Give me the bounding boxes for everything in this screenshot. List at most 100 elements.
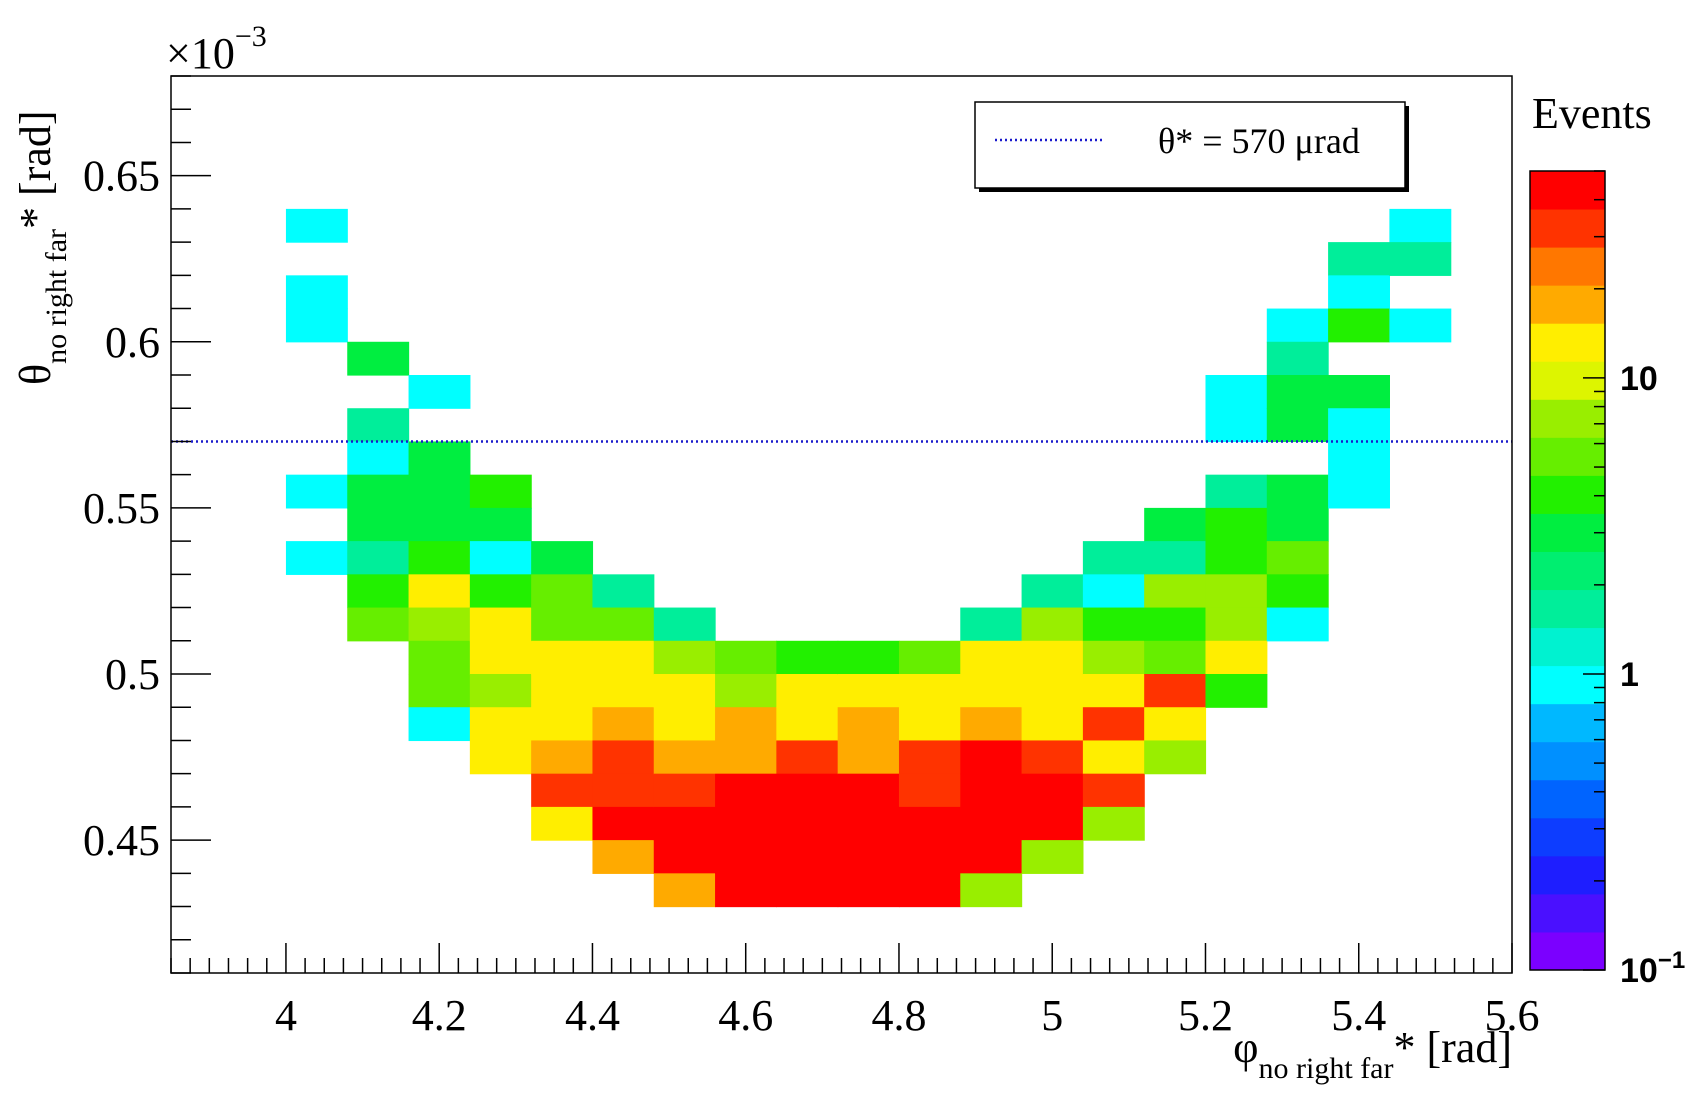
heatmap-cell	[776, 740, 839, 775]
x-axis: 4 4.2 4.4 4.6 4.8 5 5.2 5.4 5.6	[170, 943, 1540, 1040]
legend: θ* = 570 μrad	[974, 101, 1409, 192]
heatmap-cell	[1082, 541, 1145, 575]
heatmap-cell	[776, 806, 839, 841]
colorbar-segment	[1530, 437, 1605, 476]
y-tick-label: 0.45	[83, 816, 160, 865]
heatmap-cell	[960, 840, 1023, 874]
heatmap-cell	[1266, 474, 1329, 509]
heatmap-cell	[1205, 640, 1268, 675]
heatmap-cell	[960, 640, 1023, 675]
colorbar-label: 1	[1620, 656, 1639, 694]
heatmap-cell	[592, 607, 655, 642]
heatmap-cell	[1266, 574, 1329, 609]
heatmap-cell	[1205, 375, 1268, 409]
heatmap-cell	[898, 740, 961, 775]
legend-entry-label: θ* = 570 μrad	[1158, 121, 1360, 161]
heatmap-cell	[285, 474, 348, 509]
heatmap-cell	[285, 275, 348, 310]
heatmap-cell	[469, 707, 532, 742]
heatmap-cell	[347, 541, 410, 575]
y-axis: 0.45 0.5 0.55 0.6 0.65	[83, 75, 211, 974]
heatmap-cell	[715, 740, 777, 775]
y-multiplier: ×10−3	[166, 20, 267, 78]
heatmap-cell	[531, 607, 594, 642]
colorbar-segment	[1530, 589, 1605, 629]
heatmap-cell	[1021, 607, 1084, 642]
heatmap-cell	[1021, 574, 1084, 609]
heatmap-cell	[1021, 640, 1084, 675]
heatmap-cell	[1021, 806, 1084, 841]
colorbar-segment	[1530, 817, 1605, 857]
heatmap-cells	[285, 208, 1452, 908]
heatmap-cell	[960, 674, 1023, 708]
heatmap-cell	[1328, 375, 1390, 409]
heatmap-cell	[653, 640, 716, 675]
heatmap-cell	[469, 740, 532, 775]
colorbar-segment	[1530, 665, 1605, 705]
heatmap-cell	[1144, 740, 1207, 775]
colorbar-segment	[1530, 475, 1605, 514]
heatmap-cell	[531, 773, 594, 808]
heatmap-cell	[776, 840, 839, 874]
heatmap-cell	[347, 341, 410, 376]
colorbar-segment	[1530, 627, 1605, 667]
heatmap-cell	[1389, 208, 1452, 243]
heatmap-cell	[653, 773, 716, 808]
heatmap-cell	[469, 674, 532, 708]
heatmap-cell	[776, 707, 839, 742]
x-tick-label: 5	[1041, 991, 1063, 1040]
heatmap-cell	[898, 840, 961, 874]
colorbar-segment	[1530, 931, 1605, 971]
heatmap-cell	[1021, 674, 1084, 708]
heatmap-cell	[1021, 840, 1084, 874]
heatmap-cell	[1266, 341, 1329, 376]
heatmap-cell	[531, 740, 594, 775]
heatmap-cell	[1082, 607, 1145, 642]
heatmap-cell	[408, 707, 471, 742]
heatmap-cell	[898, 640, 961, 675]
heatmap-cell	[285, 308, 348, 343]
colorbar-segment	[1530, 323, 1605, 362]
heatmap-cell	[898, 707, 961, 742]
heatmap-cell	[1082, 740, 1145, 775]
heatmap-cell	[347, 607, 410, 642]
y-axis-title: θno right far* [rad]	[11, 110, 73, 385]
heatmap-cell	[1328, 474, 1390, 509]
heatmap-cell	[776, 873, 839, 908]
colorbar-segment	[1530, 779, 1605, 819]
heatmap-cell	[531, 574, 594, 609]
heatmap-cell	[1266, 541, 1329, 575]
heatmap-cell	[715, 674, 777, 708]
heatmap-cell	[715, 773, 777, 808]
heatmap-cell	[715, 840, 777, 874]
colorbar-frame	[1529, 170, 1606, 971]
heatmap-cell	[592, 773, 655, 808]
heatmap-cell	[347, 441, 410, 476]
heatmap-cell	[408, 474, 471, 509]
heatmap-cell	[837, 674, 900, 708]
heatmap-cell	[1082, 574, 1145, 609]
heatmap-cell	[1328, 308, 1390, 343]
heatmap-cell	[408, 507, 471, 542]
heatmap-cell	[1144, 640, 1207, 675]
heatmap-cell	[408, 541, 471, 575]
heatmap-cell	[1144, 507, 1207, 542]
heatmap-cell	[347, 408, 410, 443]
y-tick-label: 0.5	[105, 650, 160, 699]
heatmap-cell	[408, 441, 471, 476]
heatmap-cell	[1082, 806, 1145, 841]
heatmap-cell	[837, 873, 900, 908]
heatmap-cell	[347, 574, 410, 609]
legend-box	[974, 101, 1406, 189]
colorbar-label: 10	[1620, 360, 1658, 398]
x-tick-label: 5.4	[1331, 991, 1386, 1040]
heatmap-cell	[715, 640, 777, 675]
heatmap-cell	[960, 740, 1023, 775]
heatmap-cell	[1082, 674, 1145, 708]
heatmap-cell	[1144, 674, 1207, 708]
x-tick-label: 4	[275, 991, 297, 1040]
heatmap-cell	[653, 740, 716, 775]
heatmap-cell	[469, 474, 532, 509]
colorbar-title: Events	[1532, 89, 1652, 138]
